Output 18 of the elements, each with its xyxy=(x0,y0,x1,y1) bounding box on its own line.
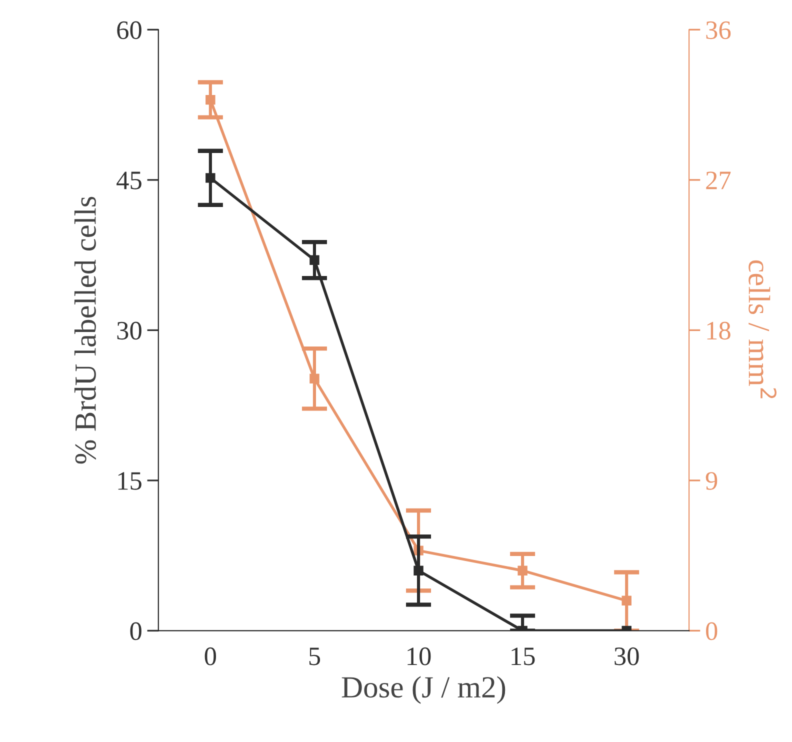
y2-tick-label: 27 xyxy=(706,172,731,190)
y2-tick-label: 0 xyxy=(706,622,718,640)
y2-tick-label: 18 xyxy=(707,322,730,340)
y2-tick-label: 9 xyxy=(706,472,718,490)
y-tick-label: 15 xyxy=(118,472,142,490)
x-tick-label: 15 xyxy=(512,648,535,666)
y-tick-label: 0 xyxy=(130,622,142,640)
x-tick-label: 30 xyxy=(614,647,639,666)
y2-tick-label: 36 xyxy=(706,21,731,40)
x-tick-label: 0 xyxy=(204,647,216,666)
y-tick-label: 45 xyxy=(116,172,142,190)
y-axis-title: % BrdU labelled cells xyxy=(74,196,96,464)
y-tick-label: 30 xyxy=(117,322,142,340)
x-tick-label: 5 xyxy=(309,648,320,666)
y2-axis-title: cells / mm$^{2}$ xyxy=(748,260,776,398)
y-tick-label: 60 xyxy=(117,21,142,40)
x-tick-label: 10 xyxy=(408,647,431,666)
x-axis-title: Dose (J / m2) xyxy=(342,676,506,704)
